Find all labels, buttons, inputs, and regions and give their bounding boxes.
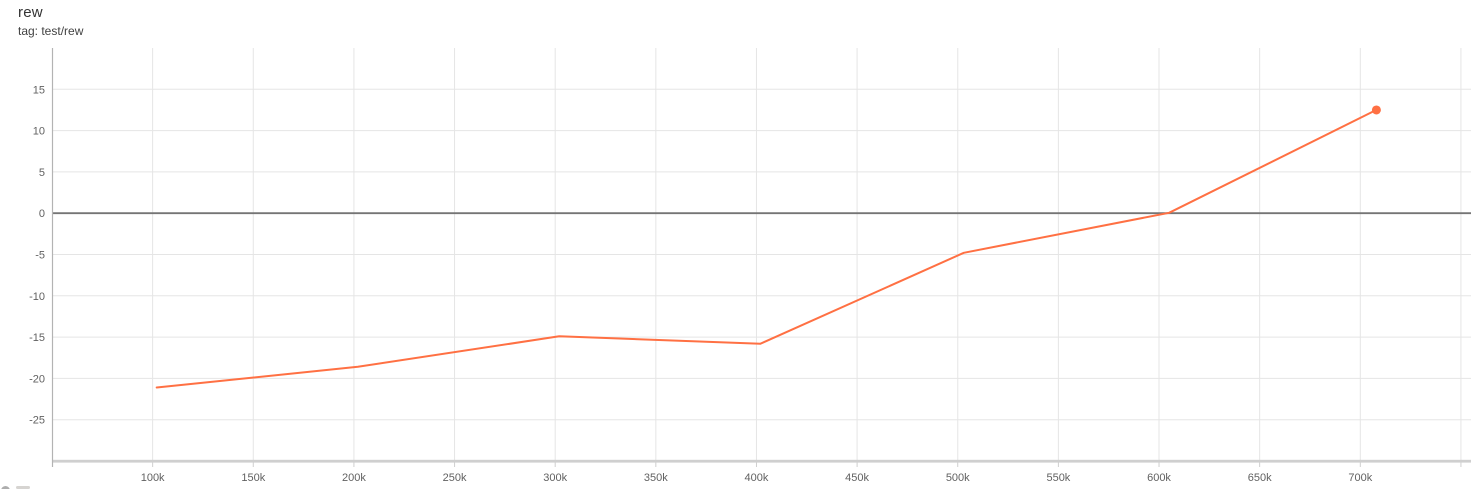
y-tick-label: -5 [35,250,45,262]
cut-off-icon [1,486,10,489]
y-tick-label: 15 [33,84,45,96]
x-tick-label: 550k [1046,472,1070,484]
x-tick-label: 700k [1348,472,1372,484]
y-tick-label: -25 [29,415,45,427]
x-tick-label: 300k [543,472,567,484]
y-tick-label: 0 [39,208,45,220]
x-tick-label: 100k [141,472,165,484]
cut-off-element [16,486,30,489]
x-tick-label: 600k [1147,472,1171,484]
x-axis-baseline [52,459,1471,463]
chart-tag-subtitle: tag: test/rew [18,24,84,38]
end-point-marker[interactable] [1371,105,1381,115]
x-tick-label: 250k [443,472,467,484]
series-line[interactable] [155,108,1378,389]
chart-header: rew tag: test/rew [18,4,83,39]
x-tick-label: 400k [745,472,769,484]
y-tick-label: -15 [29,332,45,344]
x-tick-label: 500k [946,472,970,484]
y-tick-label: 10 [33,126,45,138]
y-tick-label: -20 [29,373,45,385]
x-tick-label: 650k [1248,472,1272,484]
y-tick-label: -10 [29,291,45,303]
x-tick-label: 150k [241,472,265,484]
x-tick-label: 450k [845,472,869,484]
x-tick-label: 350k [644,472,668,484]
chart-title: rew [18,4,43,21]
x-tick-label: 200k [342,472,366,484]
y-tick-label: 5 [39,167,45,179]
